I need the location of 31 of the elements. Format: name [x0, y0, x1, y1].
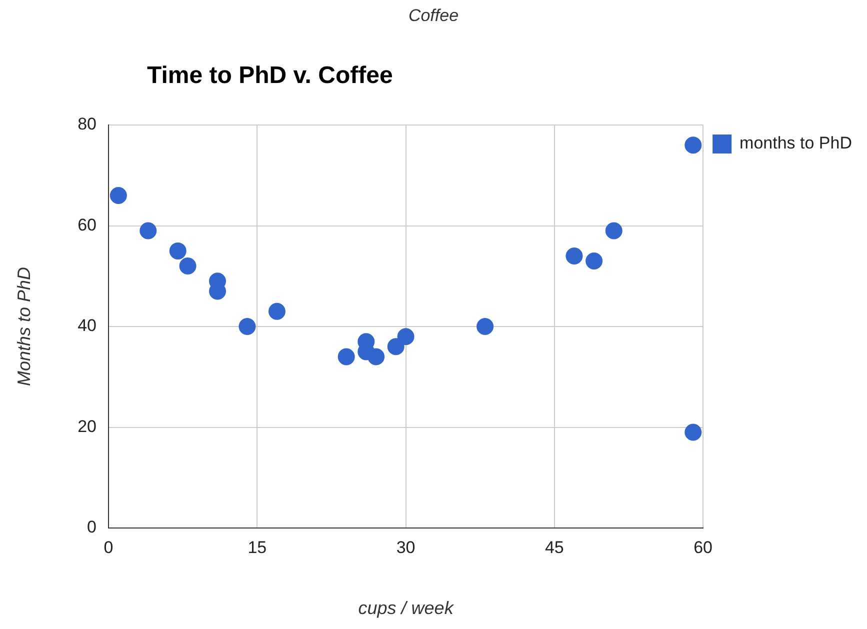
y-axis-title: Months to PhD	[14, 266, 34, 386]
y-tick-label: 60	[78, 215, 97, 234]
x-tick-label: 30	[396, 538, 416, 557]
chart-subtitle: Coffee	[407, 6, 460, 26]
chart-title: Time to PhD v. Coffee	[147, 62, 393, 90]
x-axis-title: cups / week	[358, 598, 454, 618]
point	[140, 222, 157, 240]
point	[238, 318, 256, 335]
point	[169, 242, 186, 260]
x-tick-label: 0	[104, 538, 114, 557]
point	[387, 338, 404, 356]
x-tick-label: 15	[248, 538, 267, 557]
y-tick-label: 20	[78, 416, 97, 436]
point	[338, 348, 355, 366]
point	[684, 136, 702, 154]
point	[586, 252, 603, 270]
y-tick-label: 0	[87, 518, 97, 537]
point	[268, 302, 286, 320]
x-tick-label: 60	[694, 538, 713, 557]
point	[110, 187, 127, 204]
point	[397, 328, 414, 346]
y-tick-label: 40	[78, 316, 97, 336]
point	[684, 424, 702, 441]
point	[605, 222, 622, 240]
point	[179, 258, 196, 275]
y-tick-label: 80	[78, 114, 97, 134]
point	[368, 348, 385, 366]
x-tick-label: 45	[544, 538, 564, 557]
point	[566, 247, 583, 264]
legend-label: months to PhD	[740, 134, 852, 153]
point	[476, 318, 494, 335]
